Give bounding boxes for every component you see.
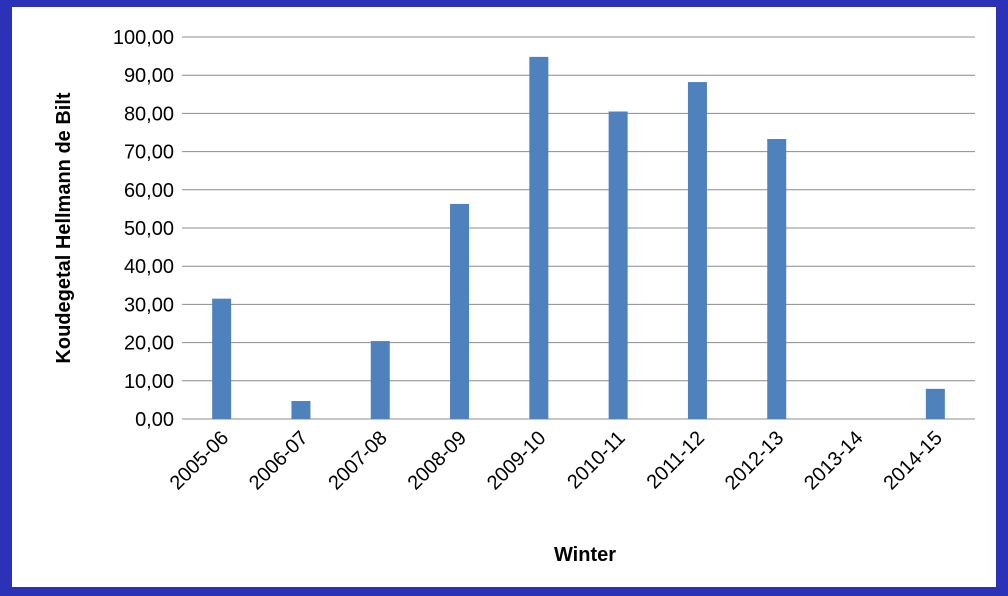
- bar-2010-11: [608, 111, 628, 420]
- y-tick-label: 80,00: [124, 103, 174, 125]
- y-tick-label: 0,00: [135, 409, 174, 431]
- bar-2014-15: [925, 388, 945, 419]
- y-tick-label: 30,00: [124, 294, 174, 316]
- y-tick-label: 90,00: [124, 65, 174, 87]
- gridlines: [182, 36, 975, 420]
- bars: [212, 56, 945, 420]
- x-tick-label: 2006-07: [245, 427, 312, 494]
- bar-2005-06: [212, 298, 232, 419]
- y-tick-label: 70,00: [124, 142, 174, 164]
- chart-area: 0,00 10,00 20,00 30,00 40,00 50,00 60,00 70,00 8…: [12, 7, 996, 587]
- bar-2009-10: [529, 56, 549, 419]
- x-tick-label: 2011-12: [643, 427, 709, 493]
- x-tick-label: 2005-06: [166, 427, 233, 494]
- y-axis-ticks: 0,00 10,00 20,00 30,00 40,00 50,00 60,00 70,00 8…: [113, 27, 174, 431]
- bar-chart: 0,00 10,00 20,00 30,00 40,00 50,00 60,00 70,00 8…: [53, 27, 975, 566]
- x-tick-label: 2012-13: [721, 427, 788, 494]
- x-tick-label: 2007-08: [324, 427, 391, 494]
- x-tick-label: 2014-15: [879, 427, 946, 494]
- bar-2007-08: [370, 341, 390, 419]
- x-axis-title: Winter: [554, 544, 616, 566]
- x-tick-label: 2009-10: [483, 427, 550, 494]
- bar-2011-12: [687, 82, 707, 420]
- x-axis-ticks: 2005-06 2006-07 2007-08 2008-09 2009-10 2010-…: [166, 427, 947, 494]
- x-tick-label: 2008-09: [404, 427, 471, 494]
- y-tick-label: 50,00: [124, 218, 174, 240]
- y-tick-label: 60,00: [124, 180, 174, 202]
- y-axis-title: Koudegetal Hellmann de Bilt: [53, 92, 75, 363]
- y-tick-label: 40,00: [124, 256, 174, 278]
- y-tick-label: 10,00: [124, 371, 174, 393]
- x-tick-label: 2010-11: [563, 427, 629, 493]
- bar-2006-07: [291, 401, 311, 419]
- bar-2012-13: [767, 138, 787, 419]
- x-tick-label: 2013-14: [800, 427, 867, 494]
- y-tick-label: 20,00: [124, 333, 174, 355]
- y-tick-label: 100,00: [113, 27, 174, 49]
- bar-2008-09: [450, 203, 470, 419]
